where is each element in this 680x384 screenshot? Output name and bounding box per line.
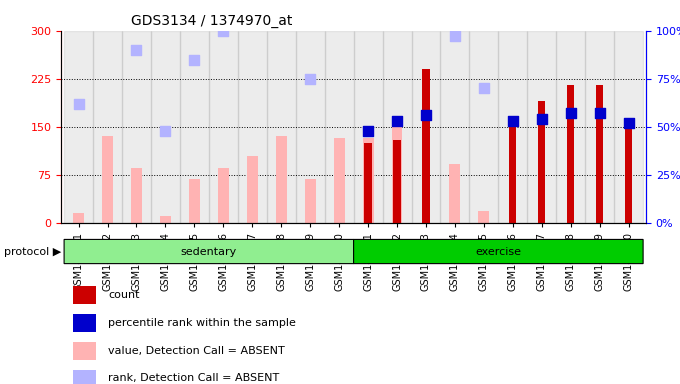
Bar [538,101,545,223]
Bar [189,179,200,223]
Bar [422,69,430,223]
Bar [449,164,460,223]
Bar [469,31,498,223]
Bar [614,31,643,223]
Bar [392,124,403,223]
Bar [383,31,411,223]
Point [247,5,258,11]
Bar [180,31,209,223]
Text: exercise: exercise [475,247,522,257]
Bar [247,156,258,223]
Bar [64,31,93,223]
FancyBboxPatch shape [354,240,643,264]
Text: rank, Detection Call = ABSENT: rank, Detection Call = ABSENT [108,373,279,384]
Point [537,116,547,122]
Bar [305,179,316,223]
Bar [151,31,180,223]
Text: protocol ▶: protocol ▶ [4,247,61,257]
Text: sedentary: sedentary [181,247,237,257]
Bar [364,143,372,223]
Bar [498,31,527,223]
Bar [209,31,238,223]
Bar [625,126,632,223]
Bar [102,136,113,223]
Bar [324,31,354,223]
Bar [362,138,373,223]
Bar [556,31,585,223]
Point [305,76,316,82]
Point [160,127,171,134]
Point [362,127,373,134]
Point [623,120,634,126]
Point [565,110,576,116]
Bar [585,31,614,223]
Bar [73,369,97,384]
Bar [267,31,296,223]
Bar [73,213,84,223]
Bar [441,31,469,223]
Text: percentile rank within the sample: percentile rank within the sample [108,318,296,328]
Point [479,85,490,91]
Bar [394,139,401,223]
Bar [73,342,97,359]
Point [73,101,84,107]
Text: GDS3134 / 1374970_at: GDS3134 / 1374970_at [131,14,293,28]
Bar [276,136,287,223]
Bar [527,31,556,223]
Bar [296,31,324,223]
Bar [93,31,122,223]
Text: value, Detection Call = ABSENT: value, Detection Call = ABSENT [108,346,285,356]
Point [131,47,142,53]
Point [594,110,605,116]
Bar [567,85,575,223]
Bar [160,216,171,223]
Bar [479,211,490,223]
Point [449,33,460,40]
Point [218,28,228,34]
Bar [509,117,516,223]
Point [420,112,431,118]
Bar [411,31,441,223]
Bar [73,314,97,332]
Bar [122,31,151,223]
Bar [218,168,228,223]
Point [507,118,518,124]
Text: count: count [108,290,139,300]
Bar [354,31,383,223]
Point [392,118,403,124]
Point [189,56,200,63]
Bar [596,85,603,223]
Bar [334,138,345,223]
FancyBboxPatch shape [64,240,354,264]
Bar [73,286,97,304]
Bar [131,168,142,223]
Bar [238,31,267,223]
